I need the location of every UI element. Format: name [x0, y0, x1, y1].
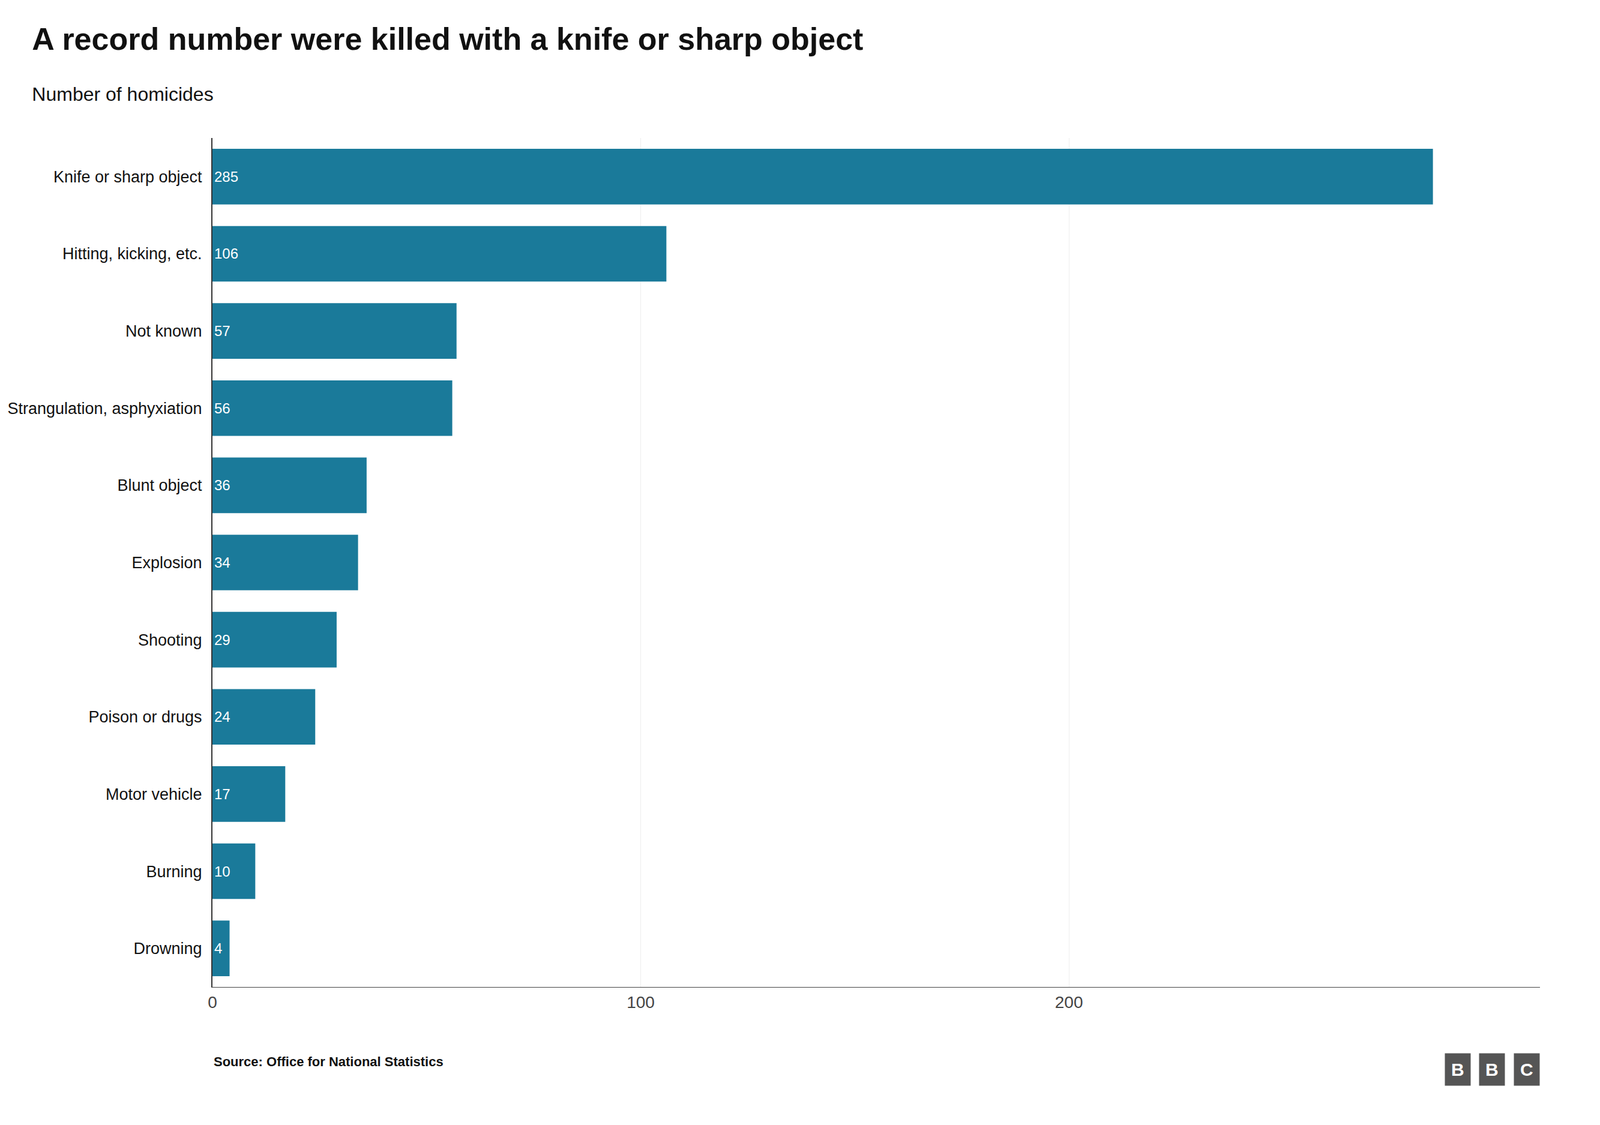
svg-text:Poison or drugs: Poison or drugs [88, 708, 202, 727]
svg-text:34: 34 [214, 554, 231, 571]
svg-text:57: 57 [214, 322, 231, 340]
svg-text:56: 56 [214, 400, 231, 417]
svg-text:17: 17 [214, 786, 231, 803]
svg-text:4: 4 [214, 940, 223, 957]
svg-text:36: 36 [214, 477, 231, 494]
svg-text:Blunt object: Blunt object [117, 476, 203, 495]
svg-text:Knife or sharp object: Knife or sharp object [53, 168, 203, 187]
svg-text:24: 24 [214, 708, 231, 725]
svg-text:Number of homicides: Number of homicides [31, 83, 214, 106]
svg-text:Drowning: Drowning [133, 939, 203, 958]
svg-text:Explosion: Explosion [132, 553, 203, 572]
svg-text:A record number were killed wi: A record number were killed with a knife… [31, 21, 864, 57]
svg-text:106: 106 [214, 245, 239, 262]
svg-text:Source: Office for National St: Source: Office for National Statistics [213, 1054, 444, 1070]
svg-text:100: 100 [626, 993, 655, 1012]
svg-text:200: 200 [1055, 993, 1084, 1012]
svg-text:285: 285 [214, 168, 239, 185]
svg-text:10: 10 [214, 863, 231, 880]
svg-text:Burning: Burning [146, 863, 203, 882]
svg-text:C: C [1520, 1059, 1534, 1080]
svg-text:29: 29 [214, 631, 231, 649]
svg-text:0: 0 [207, 993, 218, 1012]
svg-text:B: B [1451, 1059, 1465, 1080]
svg-text:Hitting, kicking, etc.: Hitting, kicking, etc. [62, 244, 203, 263]
svg-text:Shooting: Shooting [138, 631, 203, 650]
svg-text:Not known: Not known [125, 322, 203, 341]
svg-text:B: B [1485, 1059, 1499, 1080]
svg-text:Motor vehicle: Motor vehicle [105, 785, 203, 804]
svg-text:Strangulation, asphyxiation: Strangulation, asphyxiation [7, 399, 202, 418]
